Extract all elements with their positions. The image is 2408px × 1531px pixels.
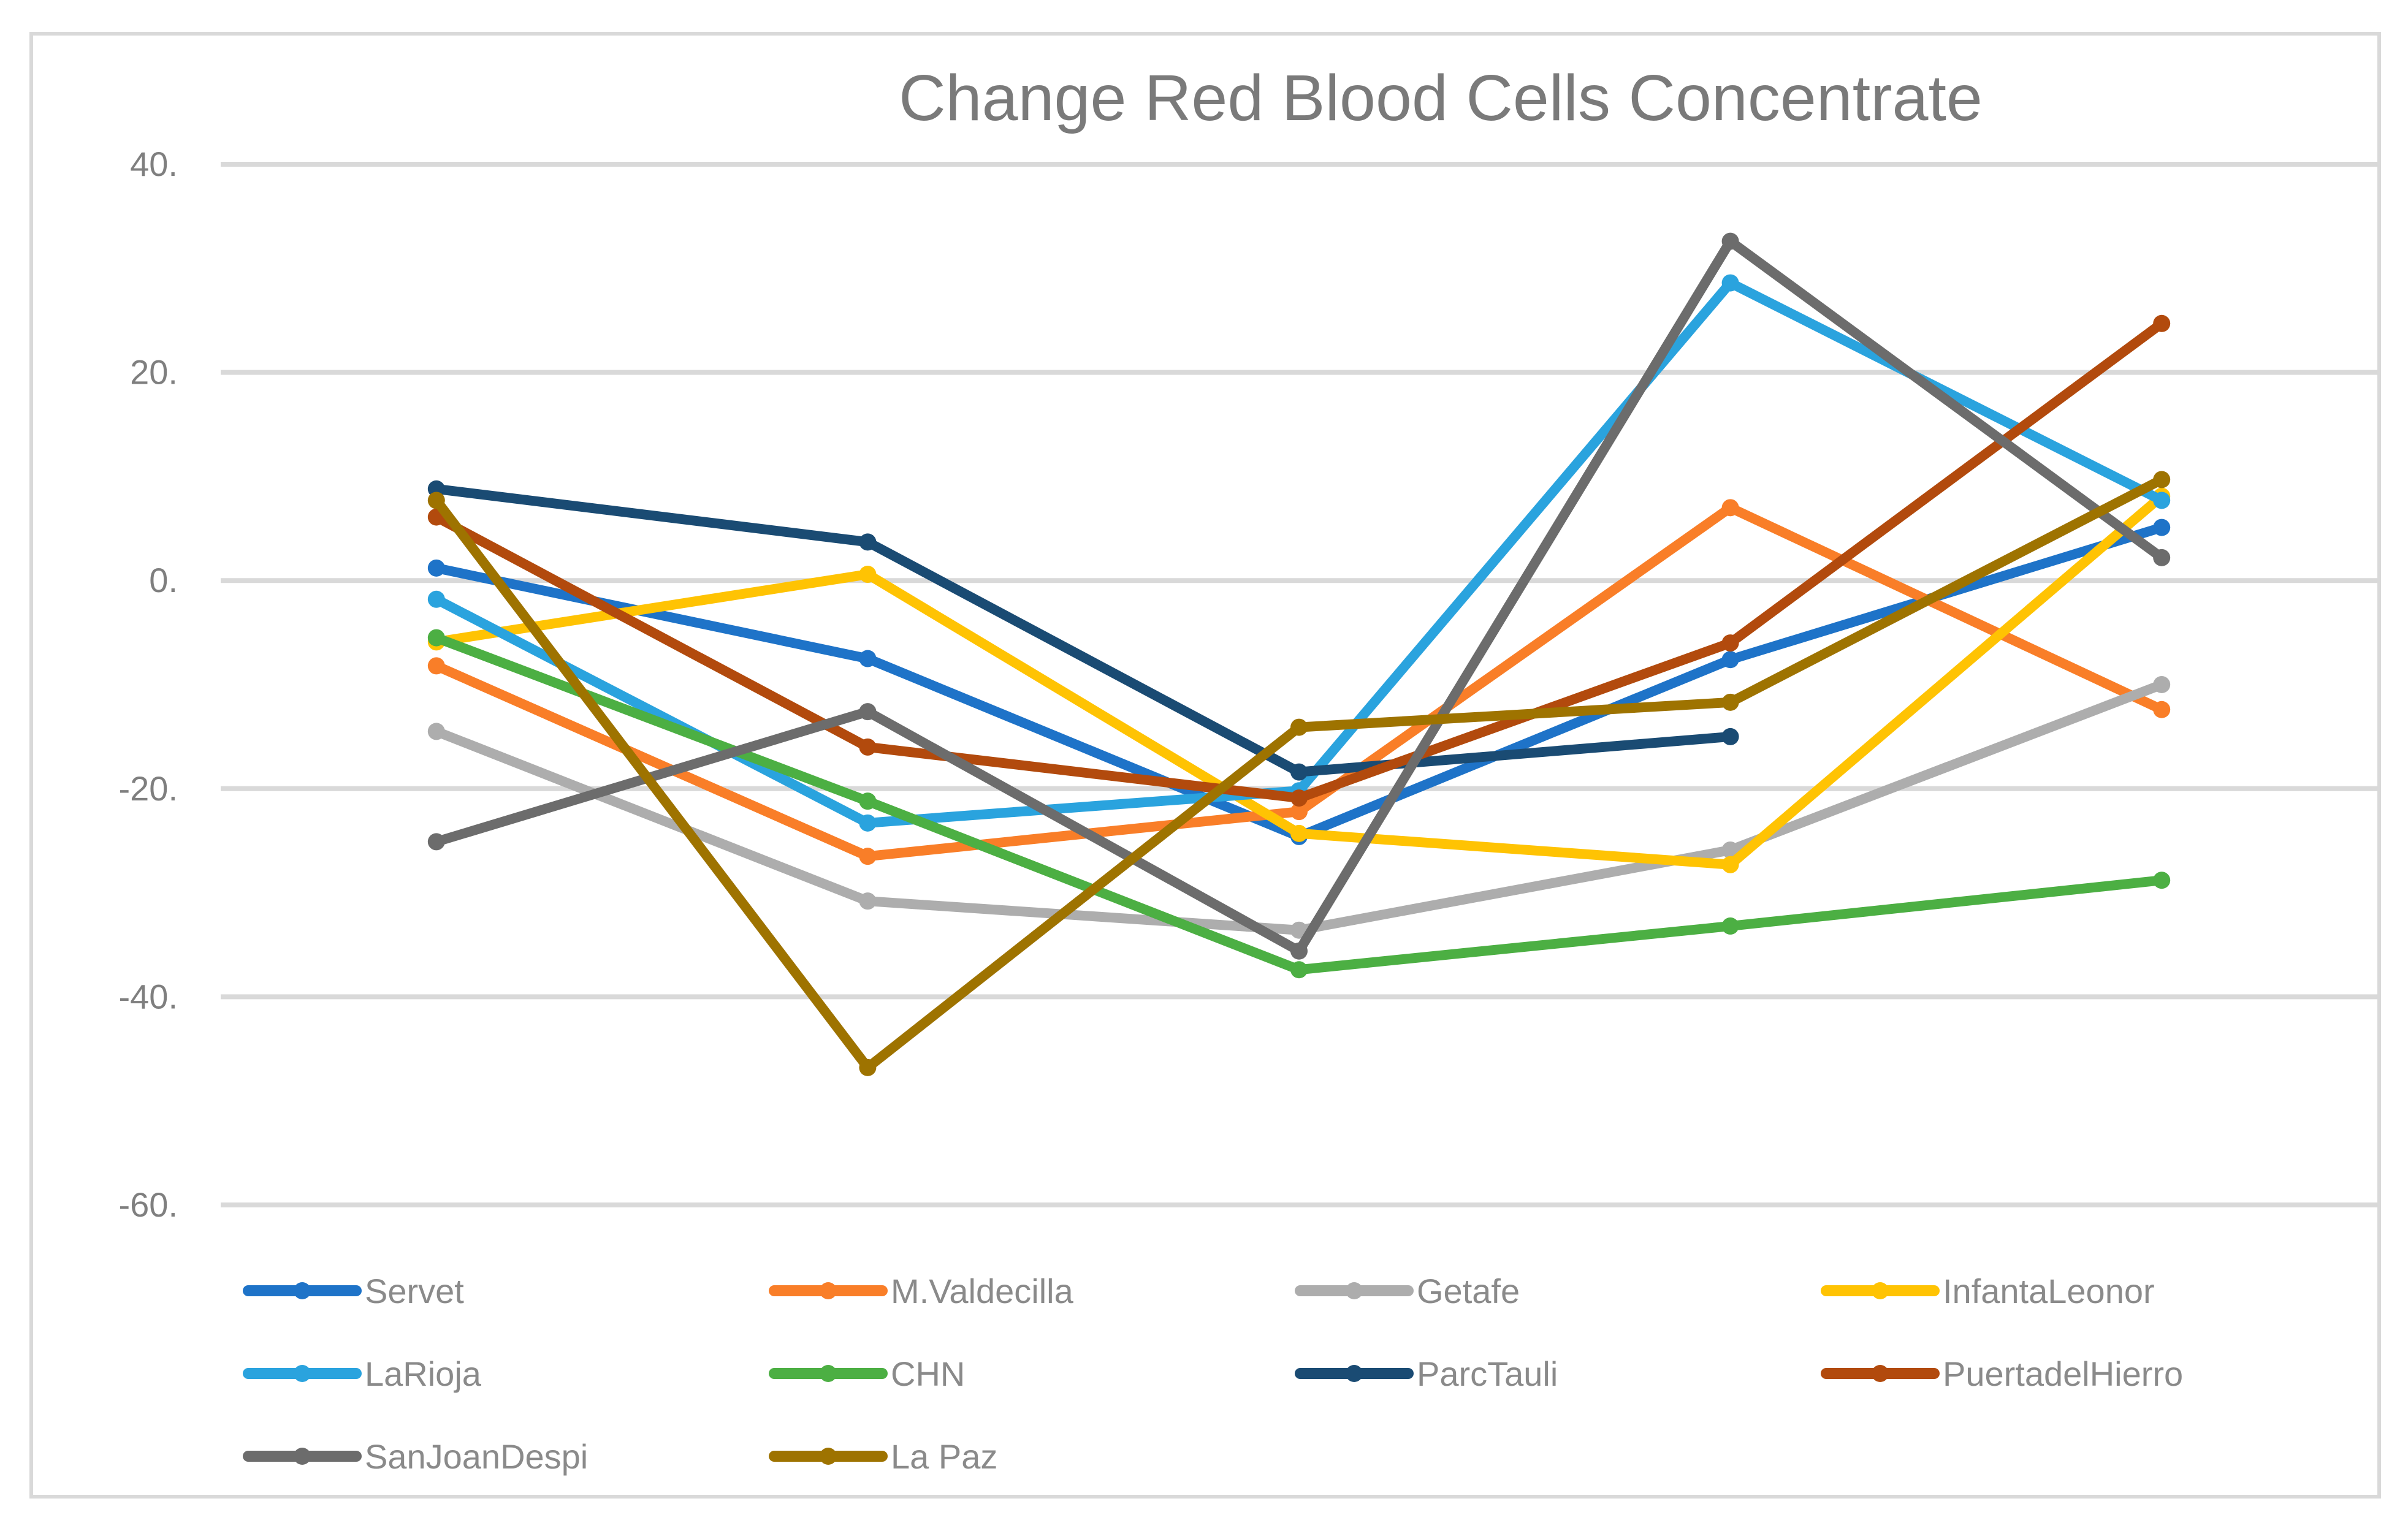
series-marker <box>859 703 877 721</box>
legend-swatch-marker <box>1872 1365 1889 1382</box>
series-marker <box>1721 274 1739 292</box>
series-marker <box>427 559 445 577</box>
series-marker <box>1721 499 1739 517</box>
legend-item-la-paz[interactable]: La Paz <box>769 1437 997 1476</box>
chart-border <box>29 32 2381 1499</box>
series-marker <box>427 492 445 509</box>
legend-item-servet[interactable]: Servet <box>243 1272 464 1310</box>
legend-swatch-marker <box>1346 1365 1363 1382</box>
series-marker <box>859 892 877 910</box>
legend-swatch-marker <box>294 1282 311 1299</box>
legend-item-sanjoandespi[interactable]: SanJoanDespi <box>243 1437 588 1476</box>
legend-label: InfantaLeonor <box>1943 1272 2155 1310</box>
series-marker <box>1290 803 1308 821</box>
y-axis-tick-label: -60. <box>119 1185 178 1224</box>
series-marker <box>2153 492 2171 509</box>
legend-label: SanJoanDespi <box>365 1437 588 1476</box>
series-marker <box>1721 634 1739 652</box>
legend-swatch-marker <box>1872 1282 1889 1299</box>
series-marker <box>859 1058 877 1076</box>
y-axis-tick-label: -40. <box>119 977 178 1016</box>
legend-label: PuertadelHierro <box>1943 1354 2183 1393</box>
series-marker <box>1290 942 1308 960</box>
legend-label: Getafe <box>1417 1272 1520 1310</box>
legend-item-chn[interactable]: CHN <box>769 1354 965 1393</box>
series-marker <box>1290 718 1308 736</box>
y-axis-tick-label: 20. <box>130 353 178 392</box>
series-marker <box>1290 789 1308 807</box>
y-axis-tick-label: -20. <box>119 769 178 808</box>
legend-item-m-valdecilla[interactable]: M.Valdecilla <box>769 1272 1074 1310</box>
series-marker <box>1721 693 1739 711</box>
series-marker <box>1721 856 1739 873</box>
series-marker <box>427 833 445 851</box>
legend-swatch-marker <box>294 1365 311 1382</box>
chart-title[interactable]: Change Red Blood Cells Concentrate <box>899 62 1983 134</box>
series-marker <box>1721 841 1739 859</box>
chart-legend: Servet M.Valdecilla Getafe InfantaLeonor LaR… <box>243 1272 2183 1476</box>
series-marker <box>2153 314 2171 332</box>
legend-label: CHN <box>891 1354 965 1393</box>
series-marker <box>1721 728 1739 745</box>
legend-item-puertadelhierro[interactable]: PuertadelHierro <box>1821 1354 2183 1393</box>
legend-item-infantaleonor[interactable]: InfantaLeonor <box>1821 1272 2155 1310</box>
legend-label: M.Valdecilla <box>891 1272 1074 1310</box>
series-marker <box>859 738 877 756</box>
series-marker <box>1290 763 1308 781</box>
series-marker <box>859 814 877 832</box>
series-marker <box>859 848 877 865</box>
series-marker <box>427 723 445 740</box>
legend-swatch-marker <box>820 1448 837 1465</box>
series-marker <box>2153 471 2171 488</box>
legend-label: LaRioja <box>365 1354 482 1393</box>
series-marker <box>1721 651 1739 669</box>
series-marker <box>859 566 877 583</box>
series-line-parctauli[interactable] <box>431 484 1736 777</box>
y-axis-tick-label: 40. <box>130 145 178 183</box>
legend-label: Servet <box>365 1272 464 1310</box>
series-marker <box>2153 519 2171 536</box>
legend-swatch-marker <box>820 1365 837 1382</box>
legend-swatch-marker <box>294 1448 311 1465</box>
y-axis-tick-label: 0. <box>149 561 178 599</box>
legend-swatch-marker <box>1346 1282 1363 1299</box>
legend-item-parctauli[interactable]: ParcTauli <box>1295 1354 1558 1393</box>
series-marker <box>859 533 877 551</box>
series-marker <box>859 792 877 810</box>
legend-label: ParcTauli <box>1417 1354 1558 1393</box>
series-marker <box>427 590 445 608</box>
series-marker <box>1290 961 1308 979</box>
legend-item-larioja[interactable]: LaRioja <box>243 1354 482 1393</box>
series-marker <box>427 629 445 647</box>
series-marker <box>859 650 877 667</box>
series-marker <box>2153 701 2171 718</box>
series-marker <box>1290 824 1308 842</box>
legend-item-getafe[interactable]: Getafe <box>1295 1272 1520 1310</box>
series-marker <box>1721 232 1739 250</box>
legend-swatch-marker <box>820 1282 837 1299</box>
series-marker <box>2153 872 2171 889</box>
series-marker <box>1290 921 1308 939</box>
series-marker <box>1721 917 1739 935</box>
legend-label: La Paz <box>891 1437 997 1476</box>
series-marker <box>2153 676 2171 693</box>
series-marker <box>2153 549 2171 566</box>
series-marker <box>427 657 445 675</box>
